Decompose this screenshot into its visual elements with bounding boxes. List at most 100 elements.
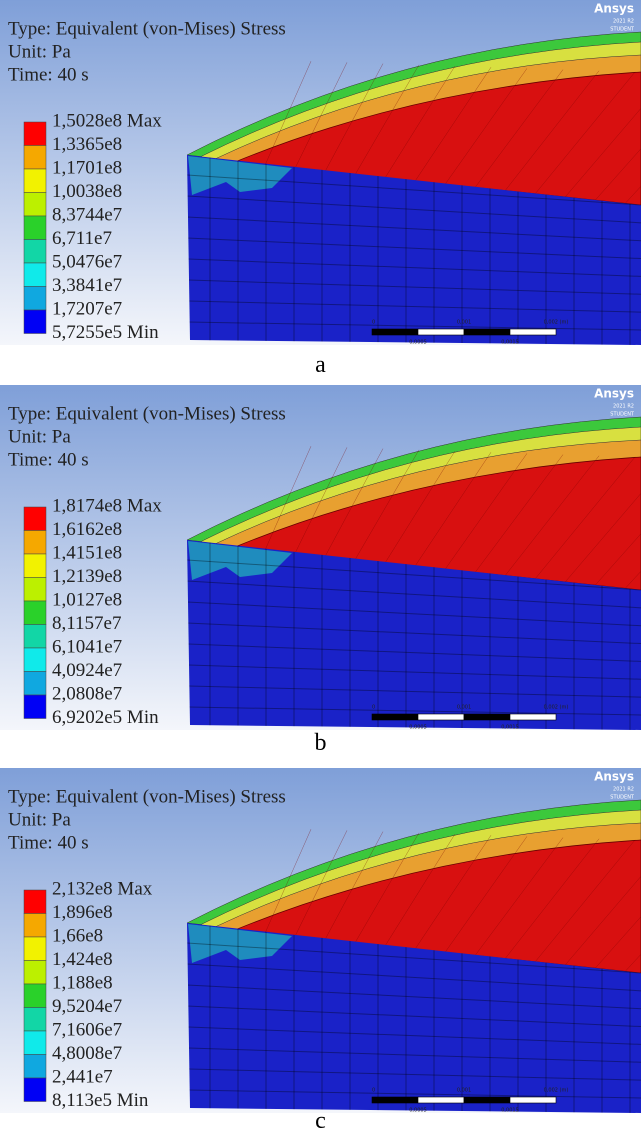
mesh-line	[187, 174, 641, 206]
mesh-line	[187, 1068, 641, 1081]
logo-version: 2021 R2	[613, 787, 634, 793]
mesh-line	[594, 533, 641, 586]
legend-label: 1,66e8	[52, 925, 103, 946]
mesh-line	[534, 839, 636, 963]
legend-label: 2,132e8 Max	[52, 878, 153, 899]
legend-label: 1,4151e8	[52, 542, 122, 563]
legend-swatch	[23, 577, 47, 602]
viewport: Type: Equivalent (von-Mises) StressUnit:…	[0, 385, 641, 730]
legend-swatch	[23, 121, 47, 146]
mesh-line	[187, 258, 641, 277]
legend-swatch	[23, 309, 47, 334]
header-title: Type: Equivalent (von-Mises) Stress	[8, 403, 286, 424]
scale-label: 0,002 (m)	[544, 1088, 569, 1094]
scale-label: 0,0015	[501, 1108, 519, 1114]
mesh-line	[384, 450, 456, 564]
mesh-line	[187, 279, 641, 295]
logo: Ansys	[594, 770, 634, 784]
scale-segment	[509, 328, 557, 336]
header-time: Time: 40 s	[8, 832, 89, 853]
legend-swatch	[23, 145, 47, 170]
mesh-line	[187, 1005, 641, 1028]
scale-segment	[417, 1096, 465, 1104]
mesh-line	[444, 836, 528, 953]
scale-segment	[371, 1096, 419, 1104]
legend-swatch	[23, 553, 47, 578]
legend-swatch	[23, 1054, 47, 1079]
legend-swatch	[23, 1007, 47, 1032]
legend-swatch	[23, 624, 47, 649]
logo-edition: STUDENT	[610, 27, 635, 33]
legend-swatch	[23, 647, 47, 672]
legend-label: 5,7255e5 Min	[52, 322, 159, 343]
mesh-line	[354, 449, 420, 560]
legend-label: 8,1157e7	[52, 613, 121, 634]
scale-label: 0,002 (m)	[544, 320, 569, 326]
mesh-line	[187, 706, 641, 716]
legend-swatch	[23, 889, 47, 914]
side-face	[187, 923, 641, 1113]
legend-label: 1,2139e8	[52, 566, 122, 587]
scale-label: 0,001	[457, 320, 471, 326]
mesh-line	[187, 601, 641, 627]
legend-label: 5,0476e7	[52, 251, 122, 272]
legend-label: 6,711e7	[52, 228, 112, 249]
legend-label: 1,7207e7	[52, 298, 122, 319]
mesh-line	[264, 446, 312, 551]
mesh-line	[187, 1089, 641, 1099]
header-time: Time: 40 s	[8, 64, 89, 85]
logo-version: 2021 R2	[613, 19, 634, 25]
scale-segment	[463, 713, 511, 721]
header-time: Time: 40 s	[8, 449, 89, 470]
scale-label: 0,0005	[409, 340, 427, 346]
legend-swatch	[23, 192, 47, 217]
scale-segment	[463, 1096, 511, 1104]
logo-version: 2021 R2	[613, 404, 634, 410]
legend-swatch	[23, 983, 47, 1008]
legend-label: 1,0127e8	[52, 589, 122, 610]
header-unit: Unit: Pa	[8, 809, 71, 830]
legend-swatch	[23, 215, 47, 240]
legend-label: 1,0038e8	[52, 181, 122, 202]
mesh-line	[187, 963, 641, 992]
mesh-line	[187, 685, 641, 698]
scale-segment	[371, 328, 419, 336]
mesh-line	[324, 831, 384, 940]
mesh-line	[564, 492, 641, 583]
mesh-line	[324, 448, 384, 557]
legend-swatch	[23, 239, 47, 264]
legend-label: 3,3841e7	[52, 275, 122, 296]
legend-label: 4,0924e7	[52, 660, 122, 681]
mesh-line	[414, 67, 492, 182]
legend-label: 1,1701e8	[52, 157, 122, 178]
mesh-line	[187, 559, 641, 591]
scale-label: 0	[372, 1088, 375, 1094]
header-title: Type: Equivalent (von-Mises) Stress	[8, 18, 286, 39]
legend-swatch	[23, 1077, 47, 1102]
logo-edition: STUDENT	[610, 795, 635, 801]
stress-patch	[188, 541, 292, 580]
legend-swatch	[23, 1030, 47, 1055]
mesh-line	[594, 916, 641, 969]
legend-label: 6,9202e5 Min	[52, 707, 159, 728]
scale-segment	[417, 328, 465, 336]
mesh-line	[294, 447, 348, 554]
viewport: Type: Equivalent (von-Mises) StressUnit:…	[0, 0, 641, 345]
mesh-line	[187, 643, 641, 662]
header-unit: Unit: Pa	[8, 41, 71, 62]
legend-label: 1,8174e8 Max	[52, 495, 162, 516]
stress-patch	[188, 924, 292, 963]
header-unit: Unit: Pa	[8, 426, 71, 447]
viewport: Type: Equivalent (von-Mises) StressUnit:…	[0, 768, 641, 1113]
legend-swatch	[23, 600, 47, 625]
mesh-line	[187, 580, 641, 609]
legend-swatch	[23, 530, 47, 555]
mesh-line	[564, 107, 641, 198]
legend-label: 2,0808e7	[52, 683, 122, 704]
legend-label: 8,113e5 Min	[52, 1090, 149, 1111]
scale-label: 0,0005	[409, 725, 427, 731]
logo: Ansys	[594, 387, 634, 401]
logo-edition: STUDENT	[610, 412, 635, 418]
scale-segment	[371, 713, 419, 721]
legend-label: 1,896e8	[52, 902, 113, 923]
